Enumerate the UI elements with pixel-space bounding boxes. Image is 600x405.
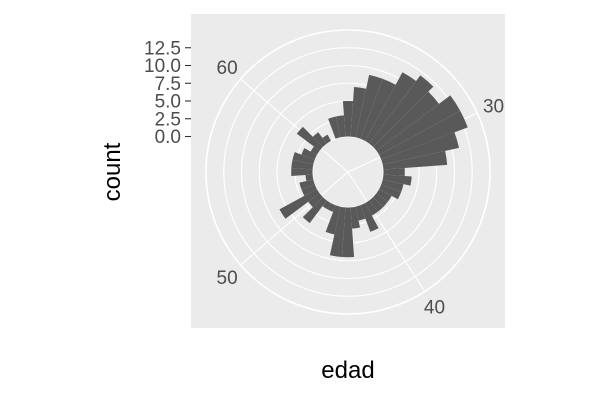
bar-edad-50 [308, 193, 323, 208]
grid-ring-5 [223, 47, 473, 297]
bar-edad-25 [360, 78, 396, 141]
plot-panel [191, 14, 505, 328]
bars [279, 72, 468, 258]
bar-edad-39 [369, 197, 384, 212]
y-axis-title: count [99, 142, 126, 201]
theta-tick-label-40: 40 [424, 298, 445, 319]
bar-edad-56 [291, 159, 314, 170]
bar-edad-60 [296, 126, 323, 151]
r-tick-label-3: 7.5 [155, 74, 181, 95]
r-tick-label-5: 12.5 [144, 38, 181, 59]
bar-edad-31 [381, 132, 460, 165]
bar-edad-54 [305, 174, 314, 182]
bar-edad-40 [365, 200, 378, 216]
bar-edad-42 [355, 205, 366, 221]
grid-ring-4 [240, 64, 456, 280]
bar-edad-44 [341, 207, 355, 258]
bar-edad-33 [383, 167, 405, 177]
bar-edad-61 [312, 132, 327, 147]
bar-edad-32 [382, 150, 448, 170]
bar-edad-46 [325, 205, 341, 235]
bar-edad-64 [328, 116, 341, 139]
bar-edad-37 [376, 189, 392, 202]
bar-edad-23 [350, 87, 367, 138]
bar-edad-26 [365, 72, 417, 144]
theta-tick-label-50: 50 [217, 268, 238, 289]
bar-edad-27 [369, 75, 434, 147]
bar-edad-53 [299, 179, 315, 190]
bar-edad-43 [350, 206, 361, 229]
r-tick-label-0: 0.0 [155, 127, 181, 148]
bar-edad-57 [292, 152, 315, 165]
theta-tick-label-30: 30 [483, 97, 504, 118]
bar-edad-49 [302, 197, 327, 224]
bar-edad-55 [291, 167, 313, 177]
bar-edad-34 [382, 174, 412, 186]
bar-edad-47 [327, 203, 336, 212]
bar-edad-41 [360, 203, 379, 232]
grid-ring-3 [258, 82, 438, 262]
bar-edad-58 [301, 148, 317, 160]
r-axis: 0.02.55.07.510.012.5 [144, 38, 191, 148]
outer-ring [205, 29, 491, 315]
bar-edad-62 [322, 134, 331, 144]
bar-edad-29 [376, 95, 461, 155]
bar-edad-28 [373, 91, 439, 151]
bar-edad-35 [381, 179, 404, 192]
x-axis-title: edad [321, 357, 374, 384]
grid-spoke-1 [347, 171, 426, 292]
grid-spoke-2 [240, 171, 349, 266]
bar-edad-24 [355, 74, 383, 139]
bar-edad-48 [322, 200, 331, 210]
bar-edad-38 [373, 193, 388, 208]
bar-edad-36 [379, 184, 402, 200]
bar-edad-52 [301, 184, 317, 196]
bar-edad-51 [279, 189, 320, 219]
r-tick-label-4: 10.0 [144, 56, 181, 77]
bar-edad-59 [310, 146, 320, 155]
r-tick-label-1: 2.5 [155, 109, 181, 130]
r-tick-label-2: 5.0 [155, 92, 181, 113]
bar-edad-65 [335, 115, 346, 138]
theta-tick-label-60: 60 [217, 58, 238, 79]
theta-tick-labels: 30 40 50 60 [217, 58, 505, 318]
bar-edad-30 [379, 110, 468, 160]
grid-spoke-3 [240, 78, 349, 173]
bar-edad-22 [342, 101, 354, 137]
bar-edad-45 [329, 206, 346, 257]
